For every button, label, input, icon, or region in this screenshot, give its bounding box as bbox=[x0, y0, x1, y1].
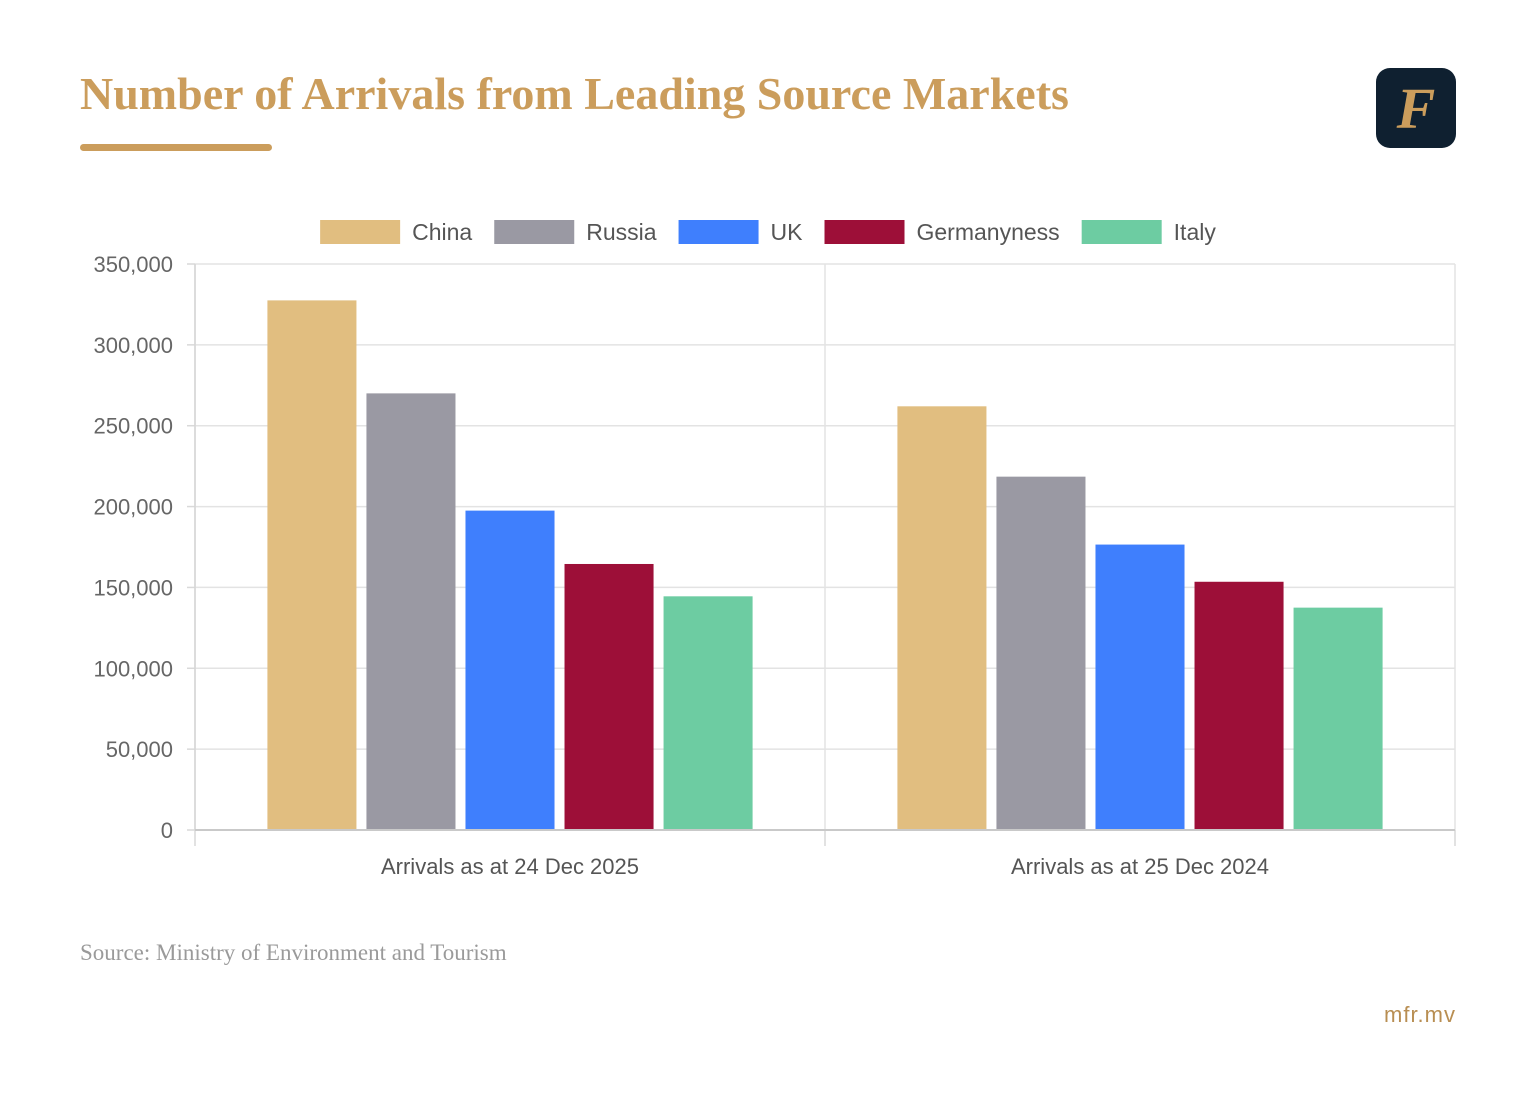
legend-swatch bbox=[320, 220, 401, 244]
chart-title: Number of Arrivals from Leading Source M… bbox=[80, 68, 1069, 119]
legend-label: Russia bbox=[586, 219, 657, 245]
source-note: Source: Ministry of Environment and Tour… bbox=[80, 940, 507, 965]
legend-swatch bbox=[678, 220, 759, 244]
legend-swatch bbox=[824, 220, 905, 244]
bar-italy[interactable]: Italy: 137,500 bbox=[1293, 607, 1383, 830]
legend-label: Germanyness bbox=[917, 219, 1060, 245]
bar-russia[interactable]: Russia: 218,500 bbox=[996, 476, 1086, 830]
legend-swatch bbox=[494, 220, 575, 244]
bar-china[interactable]: China: 327,500 bbox=[267, 300, 357, 830]
brand-logo: F bbox=[1376, 68, 1456, 148]
y-tick-label: 250,000 bbox=[93, 414, 173, 439]
bar-china[interactable]: China: 262,000 bbox=[897, 406, 987, 830]
bar-chart: China: 327,500Russia: 270,000UK: 197,500… bbox=[93, 219, 1456, 879]
legend-item-germanyness[interactable]: Germanyness bbox=[824, 219, 1060, 245]
y-tick-label: 200,000 bbox=[93, 495, 173, 520]
legend-label: UK bbox=[771, 219, 804, 245]
y-tick-label: 0 bbox=[161, 818, 173, 843]
legend: China Russia UK Germanyness Italy bbox=[320, 219, 1216, 245]
axes: 0 50,000 100,000 150,000 200,000 250,000 300,0… bbox=[93, 252, 1456, 879]
site-link[interactable]: mfr.mv bbox=[1384, 1002, 1456, 1027]
x-category-label: Arrivals as at 25 Dec 2024 bbox=[1011, 854, 1269, 879]
y-tick-label: 50,000 bbox=[106, 737, 173, 762]
legend-swatch bbox=[1081, 220, 1162, 244]
bars: China: 327,500Russia: 270,000UK: 197,500… bbox=[267, 300, 1383, 830]
legend-label: Italy bbox=[1174, 219, 1217, 245]
legend-item-uk[interactable]: UK bbox=[678, 219, 804, 245]
bar-uk[interactable]: UK: 197,500 bbox=[465, 510, 555, 830]
y-tick-label: 150,000 bbox=[93, 575, 173, 600]
bar-uk[interactable]: UK: 176,500 bbox=[1095, 544, 1185, 830]
brand-logo-letter: F bbox=[1396, 76, 1436, 141]
bar-russia[interactable]: Russia: 270,000 bbox=[366, 393, 456, 830]
legend-item-italy[interactable]: Italy bbox=[1081, 219, 1217, 245]
legend-label: China bbox=[412, 219, 472, 245]
title-underline bbox=[80, 144, 272, 151]
bar-italy[interactable]: Italy: 144,500 bbox=[663, 596, 753, 830]
bar-germanyness[interactable]: Germanyness: 164,500 bbox=[564, 563, 654, 830]
y-tick-label: 350,000 bbox=[93, 252, 173, 277]
legend-item-china[interactable]: China bbox=[320, 219, 472, 245]
legend-item-russia[interactable]: Russia bbox=[494, 219, 657, 245]
y-tick-label: 300,000 bbox=[93, 333, 173, 358]
y-tick-label: 100,000 bbox=[93, 656, 173, 681]
bar-germanyness[interactable]: Germanyness: 153,500 bbox=[1194, 581, 1284, 830]
x-category-label: Arrivals as at 24 Dec 2025 bbox=[381, 854, 639, 879]
